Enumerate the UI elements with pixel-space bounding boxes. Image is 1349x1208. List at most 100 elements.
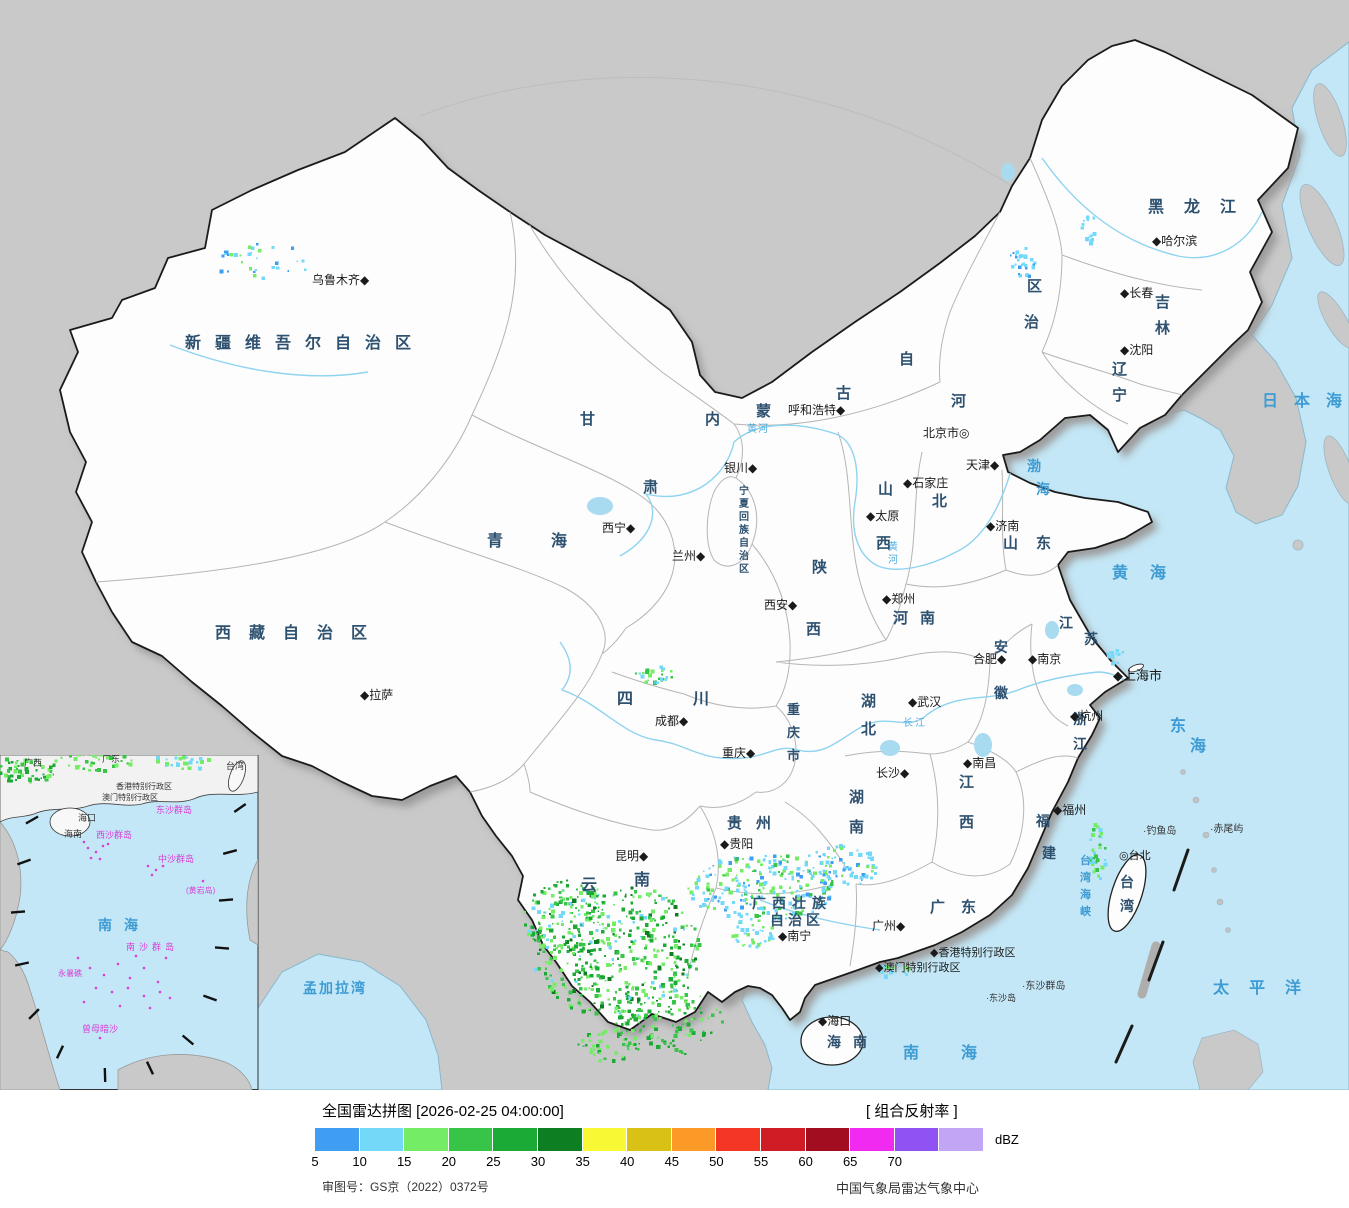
city-label: ◆澳门特别行政区: [875, 960, 960, 974]
radar-echo-pixel: [600, 939, 604, 943]
radar-echo-pixel: [683, 1026, 686, 1030]
radar-echo-pixel: [760, 906, 764, 910]
radar-echo-pixel: [770, 926, 774, 930]
radar-echo-pixel: [682, 943, 685, 946]
colorbar-segment: [359, 1128, 404, 1151]
radar-echo-pixel: [617, 1000, 622, 1004]
radar-echo-pixel: [706, 888, 710, 892]
radar-echo-pixel: [17, 769, 22, 774]
radar-echo-pixel: [705, 874, 710, 879]
radar-echo-pixel: [601, 975, 605, 979]
radar-echo-pixel: [681, 1051, 684, 1054]
province-label: 甘: [580, 410, 595, 428]
radar-echo-pixel: [808, 871, 812, 875]
inset-radar-echoes: [0, 755, 211, 784]
province-label: 青海: [487, 531, 615, 550]
radar-echo-pixel: [614, 933, 617, 937]
radar-echo-pixel: [635, 1047, 638, 1050]
radar-echo-pixel: [617, 919, 621, 923]
radar-echo-pixel: [541, 945, 545, 949]
radar-echo-pixel: [0, 769, 1, 772]
radar-echo-pixel: [579, 993, 583, 997]
radar-echo-pixel: [677, 945, 682, 950]
radar-echo-pixel: [553, 948, 556, 951]
colorbar-segment: [493, 1128, 537, 1151]
radar-echo-pixel: [570, 911, 573, 914]
radar-echo-pixel: [598, 915, 601, 918]
radar-echo-pixel: [1014, 253, 1018, 257]
radar-echo-pixel: [783, 859, 786, 862]
radar-echo-pixel: [644, 680, 649, 684]
radar-echo-pixel: [6, 779, 10, 783]
radar-echo-pixel: [603, 1030, 608, 1034]
radar-echo-pixel: [552, 982, 557, 987]
radar-echo-pixel: [570, 1006, 574, 1010]
radar-echo-pixel: [560, 946, 563, 950]
radar-echo-pixel: [34, 777, 38, 781]
radar-echo-pixel: [905, 973, 908, 976]
radar-echo-pixel: [653, 970, 657, 974]
radar-echo-pixel: [693, 927, 697, 931]
radar-echo-pixel: [652, 889, 657, 894]
radar-echo-pixel: [832, 870, 838, 875]
radar-echo-pixel: [776, 893, 780, 897]
radar-echo-pixel: [1104, 858, 1107, 862]
radar-echo-pixel: [654, 919, 656, 922]
radar-echo-pixel: [614, 1006, 619, 1010]
radar-echo-pixel: [652, 996, 655, 999]
province-label: 广东: [930, 898, 992, 916]
radar-echo-pixel: [669, 946, 673, 950]
radar-echo-pixel: [578, 942, 583, 947]
island-label: ·赤尾屿: [1210, 823, 1243, 835]
radar-echo-pixel: [826, 855, 830, 859]
radar-echo-pixel: [628, 1041, 632, 1045]
radar-echo-pixel: [580, 976, 583, 979]
radar-echo-pixel: [879, 969, 883, 974]
province-label: 南: [634, 870, 650, 889]
inset-label: 南海: [98, 917, 150, 933]
city-label: ◆沈阳: [1120, 342, 1153, 357]
city-label: ◆太原: [866, 508, 899, 523]
radar-echo-pixel: [602, 941, 606, 945]
radar-echo-pixel: [254, 269, 257, 272]
radar-echo-pixel: [114, 763, 119, 768]
radar-echo-pixel: [826, 846, 830, 850]
radar-echo-pixel: [612, 894, 615, 897]
inset-nine-dash-line: [10, 803, 247, 1083]
radar-echo-pixel: [774, 909, 779, 913]
inset-label: 海南: [64, 828, 82, 839]
radar-echo-pixel: [592, 922, 595, 924]
radar-echo-pixel: [614, 940, 617, 943]
radar-echo-pixel: [638, 672, 641, 675]
radar-echo-pixel: [726, 913, 731, 918]
radar-echo-pixel: [884, 976, 887, 980]
radar-echo-pixel: [574, 980, 578, 983]
radar-echo-pixel: [198, 766, 202, 771]
radar-echo-pixel: [833, 856, 836, 859]
radar-echo-pixel: [555, 946, 558, 950]
radar-echo-pixel: [740, 905, 745, 910]
radar-echo-pixel: [785, 913, 788, 916]
radar-echo-pixel: [105, 756, 109, 760]
radar-echo-pixel: [796, 880, 799, 883]
radar-echo-pixel: [689, 890, 694, 895]
radar-echo-pixel: [60, 756, 63, 759]
radar-echo-pixel: [566, 949, 570, 954]
radar-echo-pixel: [183, 761, 188, 766]
radar-echo-pixel: [572, 898, 577, 903]
radar-echo-pixel: [843, 866, 847, 871]
radar-echo-pixel: [538, 931, 542, 935]
radar-echo-pixel: [553, 955, 556, 958]
radar-echo-pixel: [807, 868, 811, 872]
radar-echo-pixel: [607, 976, 612, 981]
radar-echo-pixel: [586, 891, 590, 895]
radar-echo-pixel: [612, 962, 615, 965]
radar-echo-pixel: [632, 921, 635, 924]
radar-echo-pixel: [768, 861, 771, 864]
radar-echo-pixel: [176, 763, 180, 767]
inset-nine-dash-segment: [28, 1008, 40, 1020]
radar-echo-pixel: [187, 766, 192, 770]
radar-echo-pixel: [626, 991, 630, 994]
radar-echo-pixel: [7, 777, 11, 780]
radar-echo-pixel: [671, 1024, 674, 1027]
